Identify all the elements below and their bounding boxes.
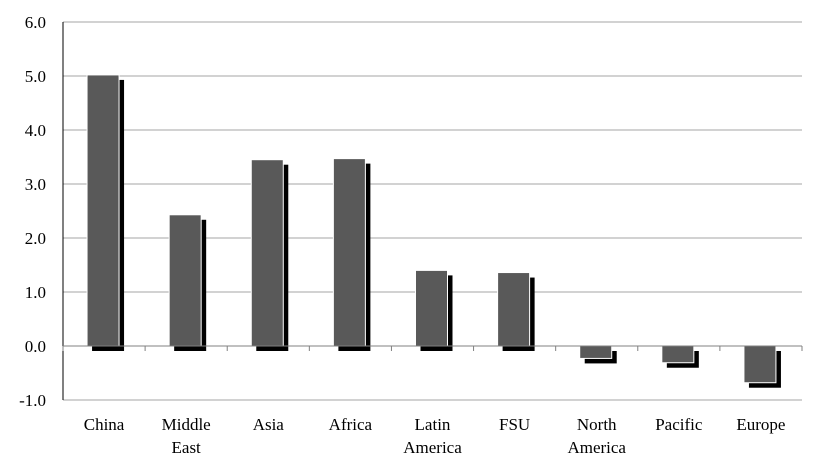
x-category-label: Asia — [253, 415, 285, 434]
bar — [332, 158, 366, 347]
bar — [497, 272, 531, 347]
bar — [86, 74, 120, 347]
bar — [415, 269, 448, 347]
x-category-label: FSU — [499, 415, 530, 434]
labels: -1.0 0.0 1.0 2.0 3.0 4.0 5.0 6.0 China Middle East… — [19, 13, 785, 457]
bar — [661, 345, 695, 364]
y-tick-label: 3.0 — [25, 175, 46, 194]
y-tick-label: 5.0 — [25, 67, 46, 86]
y-tick-label: 2.0 — [25, 229, 46, 248]
x-category-label: North — [577, 415, 617, 434]
bar — [168, 214, 202, 347]
y-tick-label: 0.0 — [25, 337, 46, 356]
y-tick-label: 1.0 — [25, 283, 46, 302]
bar — [579, 345, 613, 359]
axes — [62, 22, 803, 400]
x-category-label: Latin — [415, 415, 451, 434]
x-category-label: Africa — [329, 415, 373, 434]
x-category-label: East — [172, 438, 202, 457]
bar — [250, 159, 284, 347]
x-category-label: China — [84, 415, 125, 434]
y-tick-label: 6.0 — [25, 13, 46, 32]
x-category-label: America — [403, 438, 462, 457]
x-category-label: Europe — [736, 415, 785, 434]
x-category-label: America — [567, 438, 626, 457]
x-category-label: Pacific — [655, 415, 703, 434]
y-tick-label: 4.0 — [25, 121, 46, 140]
y-tick-label: -1.0 — [19, 391, 46, 410]
bars — [86, 74, 781, 388]
x-category-label: Middle — [162, 415, 211, 434]
bar — [743, 345, 777, 384]
